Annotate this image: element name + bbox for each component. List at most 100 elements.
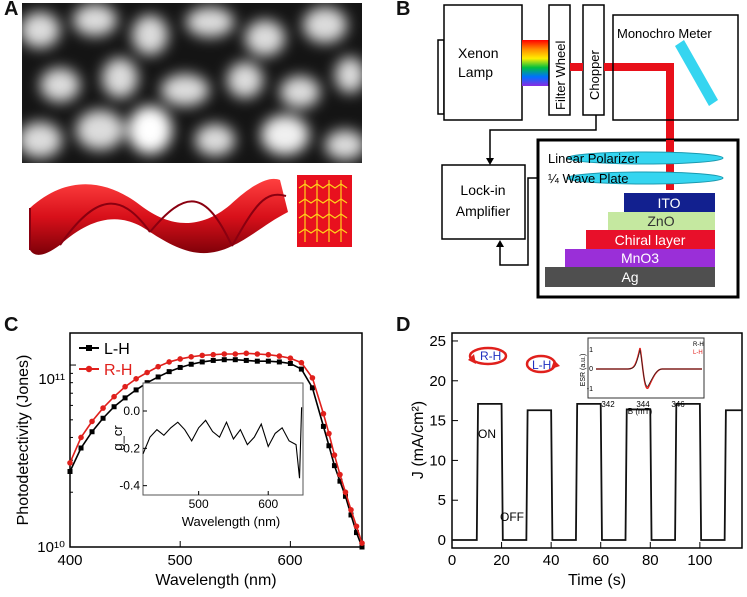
- panel-label-d: D: [396, 314, 411, 336]
- c-point-rh: [78, 434, 84, 441]
- c-point-lh: [232, 357, 238, 363]
- c-point-rh: [177, 356, 183, 362]
- c-point-rh: [276, 353, 283, 359]
- d-inset-frame: [587, 337, 705, 399]
- device-stack: ITO ZnO Chiral layer MnO3 Ag: [545, 193, 715, 287]
- c-inset-xtick: 500: [189, 497, 209, 511]
- c-point-lh: [155, 374, 161, 380]
- d-ytick: 10: [429, 452, 446, 469]
- d-off-label: OFF: [500, 510, 524, 524]
- panel-label-b: B: [396, 0, 411, 20]
- c-xtick-400: 400: [57, 552, 82, 569]
- c-point-lh: [111, 404, 117, 410]
- c-point-lh: [89, 429, 95, 435]
- c-inset-line: [142, 407, 303, 479]
- d-inset-ytick-1: 1: [589, 347, 593, 354]
- c-legend: L-H R-H: [79, 341, 132, 379]
- d-photocurrent-line: [452, 402, 742, 541]
- d-rh-icon: R-H: [468, 346, 508, 366]
- c-point-rh: [89, 418, 95, 425]
- layer-chiral-label: Chiral layer: [615, 232, 686, 248]
- c-xtick-600: 600: [277, 552, 302, 569]
- panel-b-setup: Xenon Lamp Filter Wheel Chopper Monochro…: [437, 4, 740, 299]
- c-point-lh: [298, 366, 304, 372]
- c-point-lh: [133, 387, 139, 393]
- layer-ito-label: ITO: [657, 195, 680, 211]
- c-point-rh: [320, 410, 327, 417]
- monochro-meter: Monochro Meter: [612, 14, 739, 121]
- plot-frame-d: [451, 332, 743, 549]
- c-point-lh: [254, 358, 260, 364]
- c-point-rh: [348, 507, 354, 513]
- d-inset-legend-rh: R-H: [693, 342, 704, 348]
- c-point-lh: [326, 443, 332, 449]
- d-inset-xtick-346: 346: [671, 400, 685, 409]
- lockin-amplifier: Lock-in Amplifier: [441, 164, 526, 240]
- d-inset-xlabel: B (mT): [628, 407, 653, 416]
- d-ytick: 20: [429, 373, 446, 390]
- d-xtick: 80: [642, 552, 659, 569]
- c-point-lh: [348, 512, 354, 518]
- d-inset-xtick-342: 342: [601, 400, 615, 409]
- linear-polarizer: [566, 151, 724, 165]
- c-point-lh: [331, 463, 337, 469]
- c-point-lh: [342, 493, 348, 499]
- c-inset-group: 500 600 0.0 -0.2 -0.4: [119, 404, 303, 511]
- c-point-rh: [155, 363, 161, 370]
- d-xlabel: Time (s): [568, 572, 626, 589]
- c-inset-ylabel: g_cr: [110, 425, 125, 451]
- c-point-rh: [100, 405, 106, 411]
- c-point-lh: [177, 364, 183, 370]
- c-point-rh: [199, 352, 206, 359]
- c-point-rh: [232, 351, 239, 357]
- c-point-lh: [166, 369, 172, 375]
- c-point-lh: [320, 423, 326, 429]
- layer-chiral: [586, 230, 715, 249]
- d-inset-ytick-m1: -1: [587, 386, 593, 393]
- d-xtick: 60: [592, 552, 609, 569]
- d-series-group: [452, 402, 742, 541]
- c-point-lh: [67, 468, 73, 474]
- d-xtick: 0: [448, 552, 456, 569]
- c-xtick-500: 500: [167, 552, 192, 569]
- layer-ito: [624, 193, 715, 212]
- lockin-label-1: Lock-in: [460, 182, 505, 198]
- layer-mno3: [565, 249, 715, 267]
- c-point-rh: [337, 471, 343, 478]
- c-point-lh: [359, 544, 365, 550]
- c-point-rh: [298, 359, 305, 366]
- xenon-lamp: Xenon Lamp: [437, 4, 523, 121]
- d-rh-label: R-H: [480, 349, 501, 363]
- c-point-rh: [67, 460, 73, 466]
- panel-label-c: C: [4, 314, 19, 336]
- c-point-lh: [276, 359, 282, 365]
- filter-wheel-label: Filter Wheel: [553, 41, 568, 110]
- d-lh-icon: L-H: [525, 354, 560, 374]
- grating: [675, 40, 718, 106]
- d-xtick: 40: [543, 552, 560, 569]
- c-point-lh: [78, 445, 84, 451]
- c-point-rh: [188, 353, 195, 360]
- c-point-lh: [243, 357, 249, 363]
- c-inset-ytick: 0.0: [123, 404, 140, 418]
- c-point-rh: [342, 489, 349, 496]
- lockin-label-2: Amplifier: [456, 203, 511, 219]
- crystal-lattice-inset: [297, 175, 352, 247]
- c-point-rh: [254, 351, 261, 357]
- c-point-lh: [337, 478, 343, 484]
- helix-model: [29, 178, 288, 255]
- d-ytick: 0: [438, 532, 446, 549]
- c-point-lh: [287, 360, 293, 366]
- red-beam: [570, 63, 674, 186]
- c-point-rh: [133, 376, 139, 382]
- d-ytick: 15: [429, 413, 446, 430]
- c-point-rh: [243, 350, 250, 357]
- linear-polarizer-label: Linear Polarizer: [548, 151, 640, 166]
- d-inset-esr-curve-rh: [596, 349, 702, 387]
- d-xtick: 100: [687, 552, 712, 569]
- chopper: Chopper: [582, 4, 605, 116]
- c-point-rh: [210, 351, 217, 358]
- c-point-lh: [199, 359, 205, 365]
